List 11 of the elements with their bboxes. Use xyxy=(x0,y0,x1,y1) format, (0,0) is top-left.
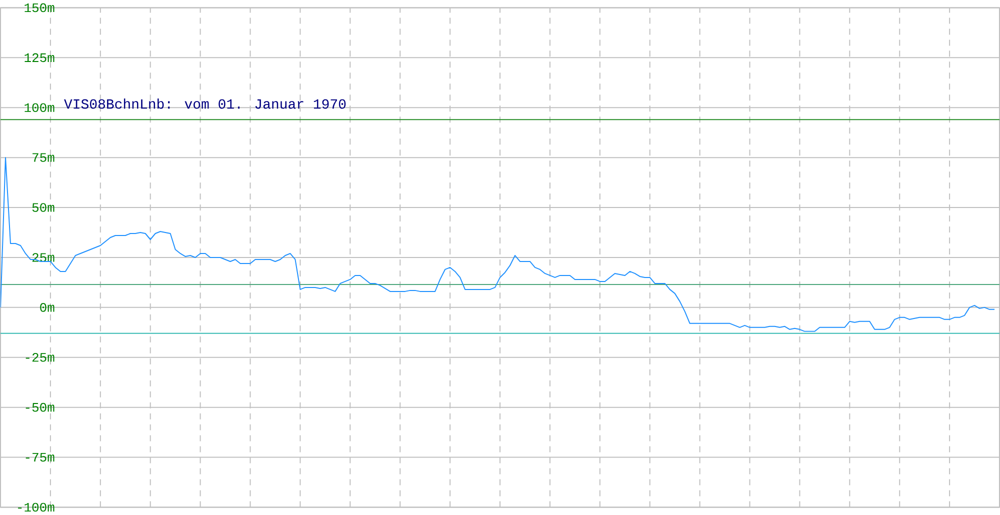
y-tick-label: 125m xyxy=(24,53,54,62)
y-tick-label: 75m xyxy=(32,153,54,162)
y-tick-label: -50m xyxy=(26,402,54,412)
y-tick-label: 150m xyxy=(24,3,54,12)
y-tick-label: -75m xyxy=(26,452,54,462)
y-tick-label: -25m xyxy=(26,352,54,362)
y-tick-label: 0m xyxy=(40,303,54,312)
y-tick-label: -100m xyxy=(18,502,54,512)
text: VIS08BchnLnb: vom 01. Januar 1970 xyxy=(64,98,346,109)
y-tick-label: 50m xyxy=(32,203,54,212)
y-tick-label: 100m xyxy=(24,103,54,112)
